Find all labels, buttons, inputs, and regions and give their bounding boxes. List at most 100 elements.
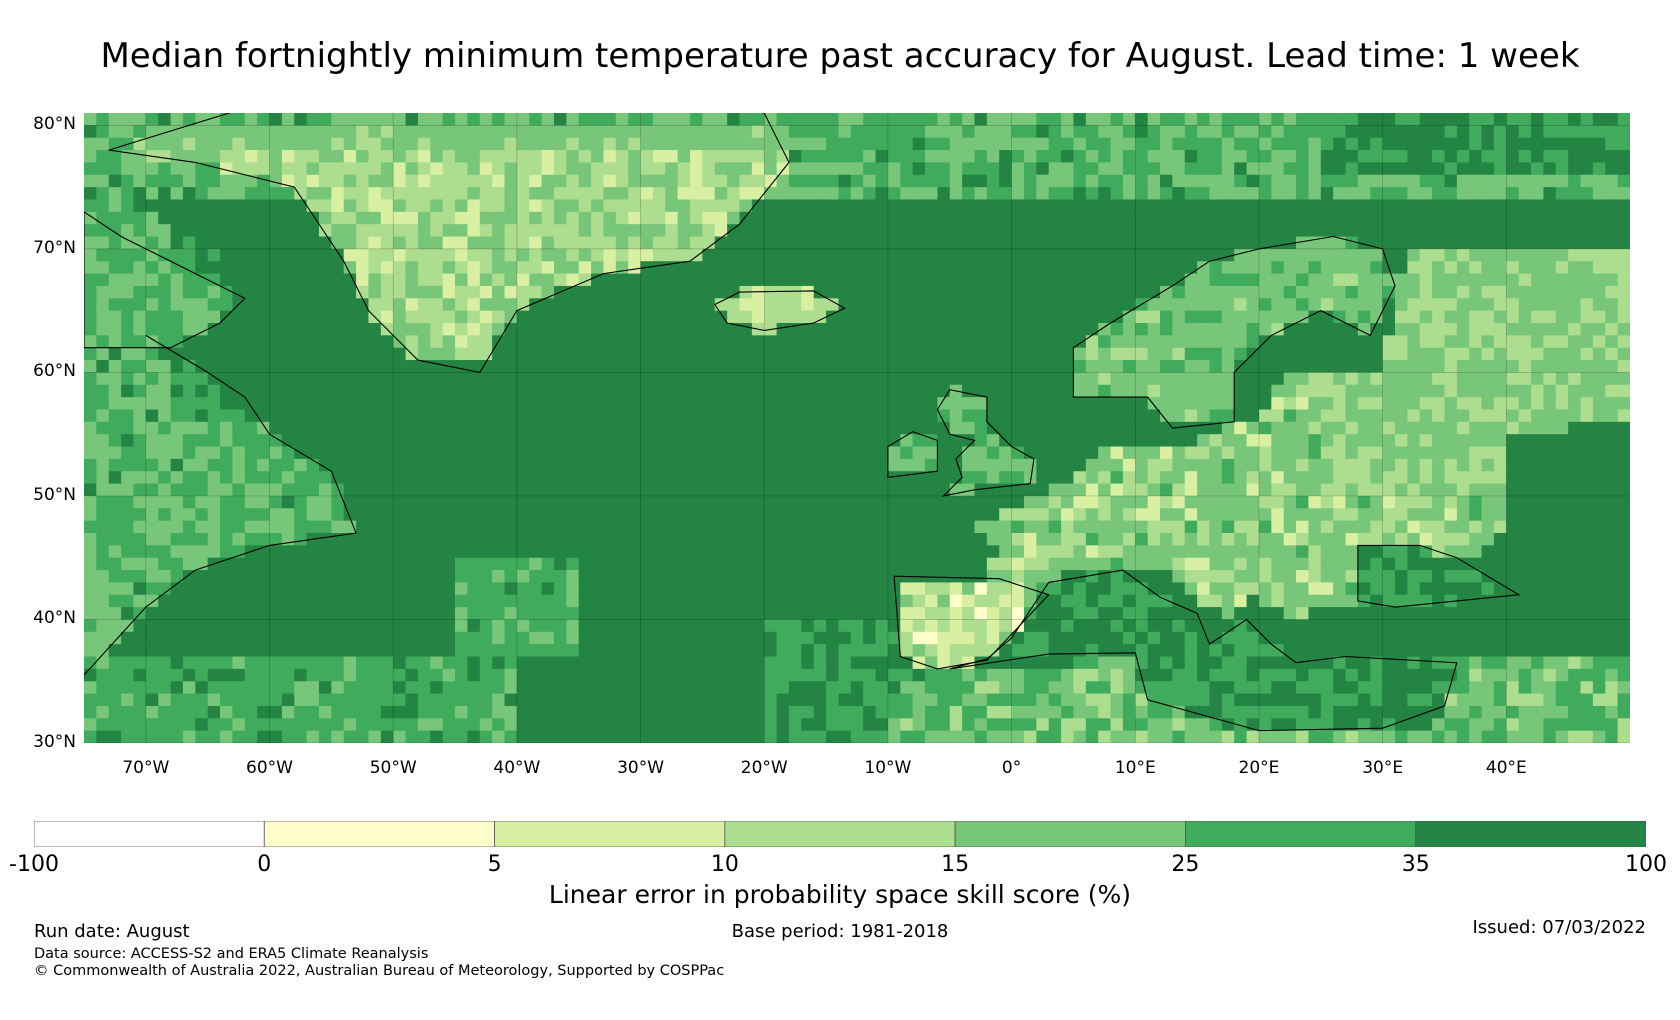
skill-cell xyxy=(455,125,468,138)
skill-cell xyxy=(912,520,926,534)
skill-cell xyxy=(108,693,122,707)
skill-cell xyxy=(195,298,208,311)
skill-cell xyxy=(1036,261,1050,274)
skill-cell xyxy=(1271,261,1284,274)
skill-cell xyxy=(677,323,691,336)
skill-cell xyxy=(182,347,196,361)
skill-cell xyxy=(108,372,122,386)
skill-cell xyxy=(1011,557,1025,571)
skill-cell xyxy=(566,187,580,200)
skill-cell xyxy=(553,471,567,484)
skill-cell xyxy=(875,273,889,287)
skill-cell xyxy=(1197,668,1210,682)
skill-cell xyxy=(492,570,505,583)
skill-cell xyxy=(108,471,122,484)
skill-cell xyxy=(430,137,443,151)
skill-cell xyxy=(949,545,963,558)
skill-cell xyxy=(455,162,468,176)
skill-cell xyxy=(158,409,171,423)
skill-cell xyxy=(1160,347,1173,361)
skill-cell xyxy=(1160,557,1173,571)
skill-cell xyxy=(1110,495,1124,509)
skill-cell xyxy=(207,384,221,398)
skill-cell xyxy=(887,631,901,645)
skill-cell xyxy=(220,397,233,410)
skill-cell xyxy=(826,533,839,546)
skill-cell xyxy=(677,594,691,608)
skill-cell xyxy=(294,668,307,682)
skill-cell xyxy=(158,594,171,608)
skill-cell xyxy=(714,298,728,311)
skill-cell xyxy=(578,298,592,311)
skill-cell xyxy=(1048,211,1062,225)
skill-cell xyxy=(133,421,147,435)
skill-cell xyxy=(1110,594,1124,608)
skill-cell xyxy=(1023,248,1037,262)
skill-cell xyxy=(1147,409,1161,423)
skill-cell xyxy=(887,397,901,410)
skill-cell xyxy=(479,582,493,596)
skill-cell xyxy=(875,557,889,571)
skill-cell xyxy=(690,285,703,299)
skill-cell xyxy=(949,285,963,299)
skill-cell xyxy=(207,607,221,620)
skill-cell xyxy=(294,372,307,386)
skill-cell xyxy=(405,298,419,311)
skill-cell xyxy=(121,668,134,682)
skill-cell xyxy=(1036,557,1050,571)
skill-cell xyxy=(628,718,641,731)
skill-cell xyxy=(467,607,481,620)
skill-cell xyxy=(578,335,592,348)
skill-cell xyxy=(1172,458,1186,472)
skill-cell xyxy=(566,409,580,423)
skill-cell xyxy=(405,261,419,274)
skill-cell xyxy=(887,310,901,324)
skill-cell xyxy=(949,631,963,645)
skill-cell xyxy=(1221,298,1235,311)
skill-cell xyxy=(974,261,988,274)
skill-cell xyxy=(182,705,196,719)
skill-cell xyxy=(925,619,938,633)
skill-cell xyxy=(578,211,592,225)
skill-cell xyxy=(1172,372,1186,386)
skill-cell xyxy=(974,730,988,743)
skill-cell xyxy=(962,261,975,274)
skill-cell xyxy=(776,619,790,633)
skill-cell xyxy=(900,174,913,188)
skill-cell xyxy=(133,187,147,200)
skill-cell xyxy=(393,631,406,645)
skill-cell xyxy=(1023,261,1037,274)
skill-cell xyxy=(356,323,369,336)
skill-cell xyxy=(1246,372,1260,386)
skill-cell xyxy=(356,434,369,447)
skill-cell xyxy=(1048,137,1062,151)
skill-cell xyxy=(1135,631,1148,645)
skill-cell xyxy=(553,113,567,126)
skill-cell xyxy=(578,310,592,324)
skill-cell xyxy=(318,162,332,176)
skill-cell xyxy=(1147,495,1161,509)
skill-cell xyxy=(714,570,728,583)
skill-cell xyxy=(121,582,134,596)
skill-cell xyxy=(504,347,518,361)
skill-cell xyxy=(863,730,876,743)
skill-cell xyxy=(207,446,221,460)
skill-cell xyxy=(1023,458,1037,472)
skill-cell xyxy=(603,693,617,707)
skill-cell xyxy=(207,421,221,435)
skill-cell xyxy=(96,236,110,250)
skill-cell xyxy=(1147,582,1161,596)
skill-cell xyxy=(677,384,691,398)
skill-cell xyxy=(170,360,184,373)
skill-cell xyxy=(195,458,208,472)
skill-cell xyxy=(553,347,567,361)
skill-cell xyxy=(813,421,827,435)
skill-cell xyxy=(615,347,629,361)
skill-cell xyxy=(628,360,641,373)
skill-cell xyxy=(343,248,357,262)
skill-cell xyxy=(417,248,431,262)
skill-cell xyxy=(318,545,332,558)
skill-cell xyxy=(1098,607,1111,620)
skill-cell xyxy=(343,434,357,447)
skill-cell xyxy=(727,162,740,176)
